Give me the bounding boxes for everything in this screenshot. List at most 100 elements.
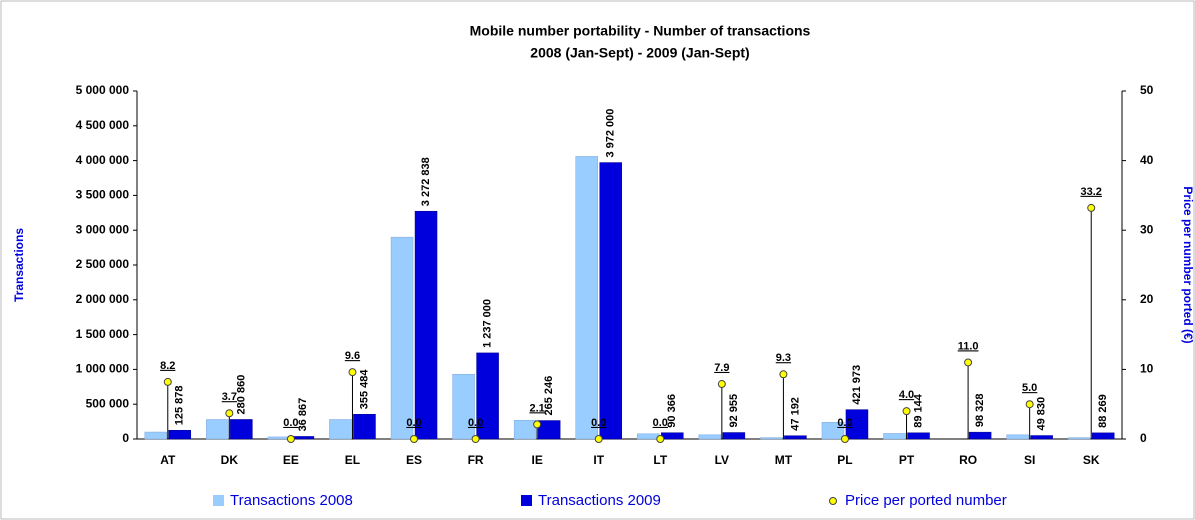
x-tick-label: AT	[160, 453, 176, 467]
bar	[637, 433, 660, 440]
bar	[144, 431, 168, 440]
bar	[575, 156, 598, 440]
value-label: 47 192	[789, 397, 801, 431]
bar	[206, 419, 229, 440]
price-label: 8.2	[160, 360, 175, 372]
bar	[513, 419, 537, 440]
price-label: 0.0	[591, 417, 606, 429]
bar	[722, 432, 746, 440]
y-tick-label: 2 000 000	[76, 292, 130, 306]
bar	[537, 420, 561, 440]
x-tick-label: PL	[837, 453, 852, 467]
price-label: 33.2	[1081, 186, 1102, 198]
bar	[784, 435, 807, 440]
y2-tick-label: 40	[1140, 153, 1154, 167]
value-label: 98 328	[974, 394, 986, 428]
value-label: 421 973	[851, 365, 863, 405]
legend-swatch	[521, 495, 532, 506]
value-label: 92 955	[728, 394, 740, 428]
x-tick-label: IT	[593, 453, 604, 467]
price-label: 4.0	[899, 389, 914, 401]
price-marker	[902, 407, 911, 416]
price-label: 7.9	[714, 362, 729, 374]
price-marker	[656, 435, 665, 443]
bar	[267, 436, 291, 440]
x-tick-label: DK	[221, 453, 239, 467]
value-label: 125 878	[174, 385, 186, 425]
price-marker	[471, 435, 480, 443]
y2-tick-label: 50	[1140, 83, 1154, 97]
legend-label: Transactions 2008	[230, 492, 353, 509]
bar	[907, 432, 930, 440]
y2-tick-label: 0	[1140, 431, 1147, 445]
bar	[760, 437, 783, 440]
price-marker	[348, 368, 357, 377]
price-marker	[717, 380, 726, 389]
value-label: 88 269	[1097, 394, 1109, 428]
x-tick-label: PT	[899, 453, 915, 467]
x-tick-label: MT	[775, 453, 793, 467]
price-label: 9.3	[776, 352, 791, 364]
value-label: 280 860	[235, 375, 247, 415]
bar	[168, 429, 192, 440]
x-tick-label: FR	[468, 453, 484, 467]
x-tick-label: EE	[283, 453, 299, 467]
price-label: 3.7	[222, 391, 237, 403]
legend-label: Price per ported number	[845, 492, 1007, 509]
bar	[452, 374, 475, 440]
price-label: 5.0	[1022, 382, 1037, 394]
value-label: 355 484	[358, 369, 370, 410]
price-marker	[594, 435, 603, 443]
price-label: 0.0	[653, 417, 668, 429]
value-label: 90 366	[666, 394, 678, 428]
price-marker	[410, 435, 419, 443]
bar	[476, 352, 499, 440]
y-tick-label: 1 500 000	[76, 327, 130, 341]
legend-label: Transactions 2009	[538, 492, 661, 509]
x-tick-label: IE	[531, 453, 542, 467]
bar	[390, 236, 414, 440]
y-tick-label: 500 000	[86, 396, 130, 410]
y-tick-label: 1 000 000	[76, 362, 130, 376]
price-marker	[1087, 203, 1096, 212]
bar	[661, 432, 684, 440]
x-tick-label: LT	[653, 453, 667, 467]
bar	[599, 162, 622, 440]
bar	[883, 433, 906, 440]
chart-title: Mobile number portability - Number of tr…	[470, 23, 811, 39]
price-marker	[225, 409, 234, 418]
bar	[1006, 434, 1029, 440]
bar	[1091, 432, 1115, 440]
y-tick-label: 3 000 000	[76, 222, 130, 236]
y2-tick-label: 30	[1140, 222, 1154, 236]
price-label: 0.0	[837, 417, 852, 429]
x-tick-label: ES	[406, 453, 422, 467]
x-tick-label: RO	[959, 453, 977, 467]
x-tick-label: SK	[1083, 453, 1100, 467]
y-tick-label: 4 500 000	[76, 118, 130, 132]
bar	[698, 434, 722, 440]
price-label: 0.0	[406, 417, 421, 429]
value-label: 3 972 000	[605, 109, 617, 158]
price-marker	[964, 358, 973, 367]
price-label: 2.1	[530, 402, 545, 414]
value-label: 1 237 000	[482, 299, 494, 348]
value-label: 89 144	[912, 393, 924, 428]
bar	[291, 436, 315, 440]
bar	[845, 409, 869, 440]
x-tick-label: EL	[345, 453, 360, 467]
legend-swatch	[213, 495, 224, 506]
price-label: 11.0	[958, 340, 979, 352]
x-tick-label: LV	[715, 453, 729, 467]
x-tick-label: SI	[1024, 453, 1035, 467]
value-label: 265 246	[543, 376, 555, 416]
price-marker	[1025, 400, 1034, 409]
bar	[353, 414, 376, 440]
bar	[1030, 435, 1053, 440]
y-tick-label: 4 000 000	[76, 153, 130, 167]
price-marker	[533, 420, 542, 429]
y-tick-label: 0	[122, 431, 129, 445]
price-label: 0.0	[468, 417, 483, 429]
y2-tick-label: 20	[1140, 292, 1154, 306]
